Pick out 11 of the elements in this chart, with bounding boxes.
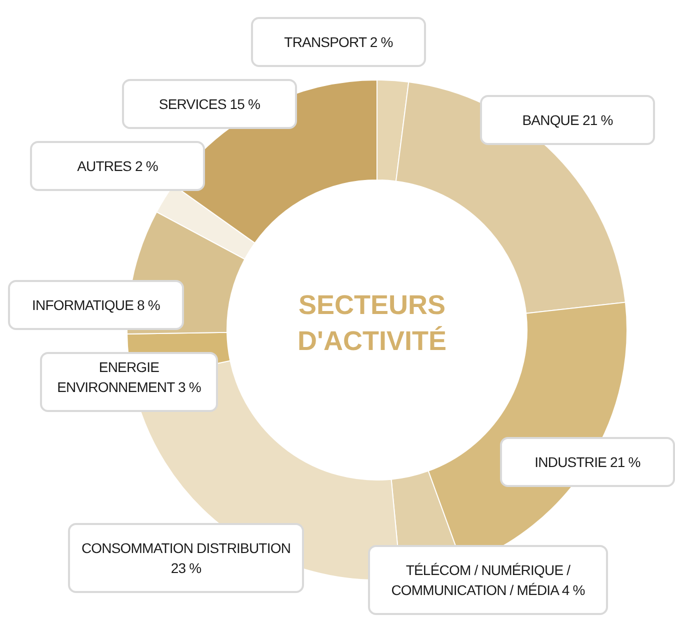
slice-label: INFORMATIQUE 8 % bbox=[8, 280, 184, 330]
slice-label: BANQUE 21 % bbox=[480, 95, 655, 145]
data-label: 23 % bbox=[170, 560, 202, 576]
slice-label: CONSOMMATION DISTRIBUTION bbox=[81, 540, 291, 556]
text: SECTEURS D'ACTIVITÉ bbox=[296, 289, 448, 358]
slice-label: SERVICES 15 % bbox=[122, 79, 297, 129]
slice-label: TÉLÉCOM / NUMÉRIQUE / COMMUNICATION / MÉDIA 4 % bbox=[368, 545, 608, 615]
slice-label: INDUSTRIE 21 % bbox=[500, 437, 675, 487]
slice-label: AUTRES 2 % bbox=[30, 141, 205, 191]
slice-label: ENERGIE ENVIRONNEMENT 3 % bbox=[40, 352, 218, 412]
slice-label: TRANSPORT 2 % bbox=[251, 17, 426, 67]
